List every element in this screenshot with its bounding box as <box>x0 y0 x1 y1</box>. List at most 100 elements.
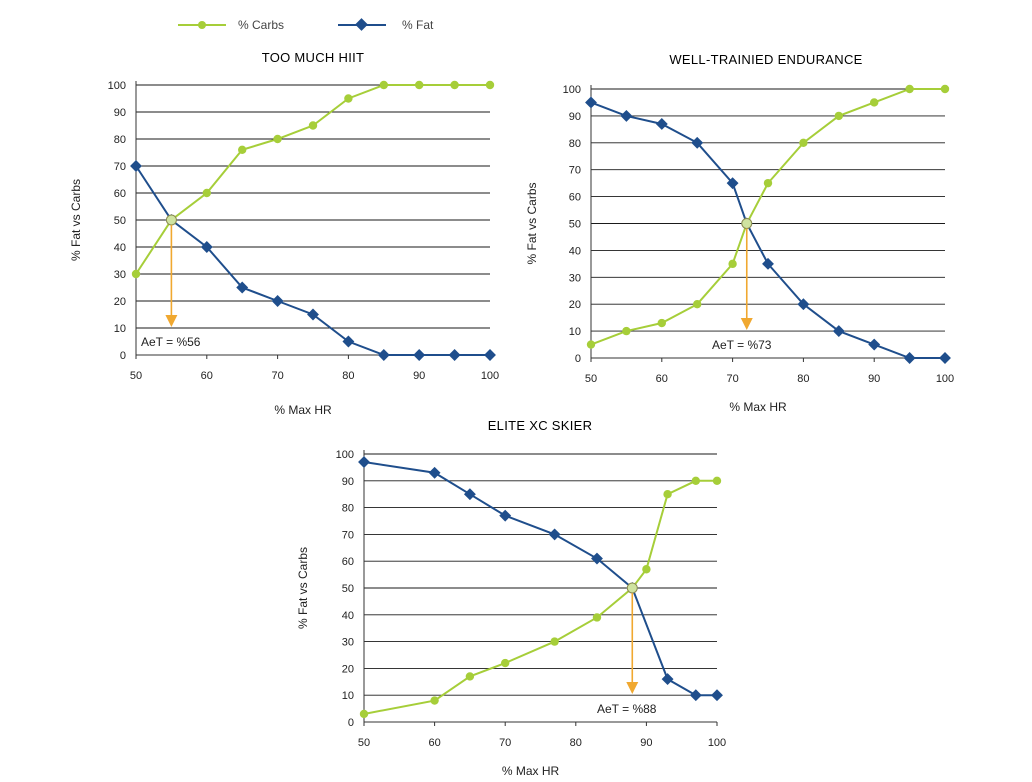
carbs-data-point <box>344 94 353 103</box>
fat-data-point <box>689 689 702 702</box>
x-tick-label: 60 <box>201 370 213 382</box>
x-tick-label: 50 <box>130 370 142 382</box>
fat-data-point <box>868 338 881 351</box>
y-tick-label: 50 <box>114 215 126 227</box>
x-tick-label: 50 <box>358 737 370 749</box>
fat-data-point <box>484 349 496 361</box>
x-tick-label: 70 <box>499 737 511 749</box>
x-tick-label: 90 <box>640 737 652 749</box>
x-tick-label: 60 <box>656 373 668 385</box>
fat-data-point <box>271 295 284 307</box>
fat-data-point <box>448 349 461 361</box>
carbs-data-point <box>657 318 666 328</box>
y-tick-label: 100 <box>108 80 126 92</box>
fat-data-point <box>655 118 668 130</box>
carbs-data-point <box>430 696 439 705</box>
carbs-data-point <box>501 658 510 668</box>
x-tick-label: 100 <box>708 737 726 749</box>
carbs-data-point <box>693 300 702 309</box>
carbs-data-point <box>728 259 737 269</box>
aet-label: AeT = %88 <box>597 702 657 716</box>
chart-title: TOO MUCH HIIT <box>262 50 365 65</box>
aet-crossover-marker <box>626 582 638 594</box>
y-tick-label: 70 <box>342 529 354 541</box>
y-tick-label: 0 <box>120 350 126 362</box>
carbs-data-point <box>202 188 211 198</box>
chart-title: ELITE XC SKIER <box>488 418 593 433</box>
fat-data-point <box>428 466 441 479</box>
fat-data-point <box>832 325 845 338</box>
y-tick-label: 0 <box>575 353 581 365</box>
y-tick-label: 80 <box>114 134 126 146</box>
fat-data-point <box>903 352 916 364</box>
x-tick-label: 90 <box>413 370 425 382</box>
aet-label: AeT = %56 <box>141 335 201 349</box>
y-axis-label: % Fat vs Carbs <box>296 547 310 629</box>
carbs-data-point <box>763 178 773 188</box>
fat-data-point <box>342 335 355 348</box>
fat-series-line <box>135 165 490 356</box>
legend-fat-marker <box>355 18 368 31</box>
x-tick-label: 80 <box>797 373 809 385</box>
y-tick-label: 40 <box>342 610 354 622</box>
fat-data-point <box>499 509 512 522</box>
carbs-data-point <box>663 490 672 499</box>
y-tick-label: 90 <box>114 107 126 119</box>
x-tick-label: 50 <box>585 373 597 385</box>
y-tick-label: 90 <box>342 476 354 488</box>
y-tick-label: 100 <box>563 84 581 96</box>
x-tick-label: 80 <box>570 737 582 749</box>
x-tick-label: 90 <box>868 373 880 385</box>
carbs-data-point <box>415 80 424 90</box>
fat-data-point <box>585 96 597 109</box>
carbs-data-point <box>870 98 879 107</box>
y-tick-label: 50 <box>569 219 581 231</box>
fat-data-point <box>413 349 426 361</box>
chart-title: WELL-TRAINIED ENDURANCE <box>669 52 862 67</box>
fat-data-point <box>797 298 810 311</box>
y-tick-label: 70 <box>569 165 581 177</box>
carbs-data-point <box>799 138 808 147</box>
carbs-data-point <box>485 80 495 90</box>
x-axis-label: % Max HR <box>274 403 332 417</box>
fat-data-point <box>358 456 370 468</box>
y-tick-label: 30 <box>342 637 354 649</box>
chart-2: WELL-TRAINIED ENDURANCE 0 10 20 30 40 50 60 70 80… <box>525 52 954 414</box>
fat-data-point <box>691 136 704 149</box>
y-tick-label: 10 <box>569 326 581 338</box>
carbs-data-point <box>691 476 701 485</box>
y-tick-label: 50 <box>342 583 354 595</box>
aet-arrow-head <box>626 682 639 694</box>
x-tick-label: 70 <box>726 373 738 385</box>
x-tick-label: 60 <box>428 737 440 749</box>
y-tick-label: 10 <box>342 690 354 702</box>
carbs-data-point <box>642 565 651 574</box>
aet-label: AeT = %73 <box>712 338 772 352</box>
chart-1: TOO MUCH HIIT 0 10 20 30 40 50 60 70 80 90 100 50 60 7… <box>69 50 499 417</box>
x-tick-label: 100 <box>936 373 954 385</box>
legend: % Carbs % Fat <box>178 18 434 32</box>
carbs-data-point <box>359 709 369 719</box>
carbs-data-point <box>834 111 843 121</box>
y-tick-label: 70 <box>114 161 126 173</box>
aet-arrow-head <box>165 315 178 327</box>
y-tick-label: 60 <box>569 192 581 204</box>
y-tick-label: 30 <box>114 269 126 281</box>
y-tick-label: 20 <box>569 299 581 311</box>
y-tick-label: 60 <box>342 556 354 568</box>
fat-data-point <box>377 349 390 361</box>
carbs-data-point <box>586 340 596 349</box>
y-tick-label: 80 <box>342 503 354 515</box>
aet-arrow-head <box>740 318 753 330</box>
y-tick-label: 40 <box>114 242 126 254</box>
y-tick-label: 80 <box>569 138 581 150</box>
y-tick-label: 0 <box>348 717 354 729</box>
carbs-data-point <box>592 613 602 622</box>
y-tick-label: 60 <box>114 188 126 200</box>
fat-data-point <box>762 257 774 270</box>
fat-series-line <box>590 101 945 359</box>
fat-data-point <box>200 241 213 253</box>
fat-data-point <box>548 528 561 541</box>
y-tick-label: 90 <box>569 111 581 123</box>
fat-data-point <box>620 109 633 122</box>
